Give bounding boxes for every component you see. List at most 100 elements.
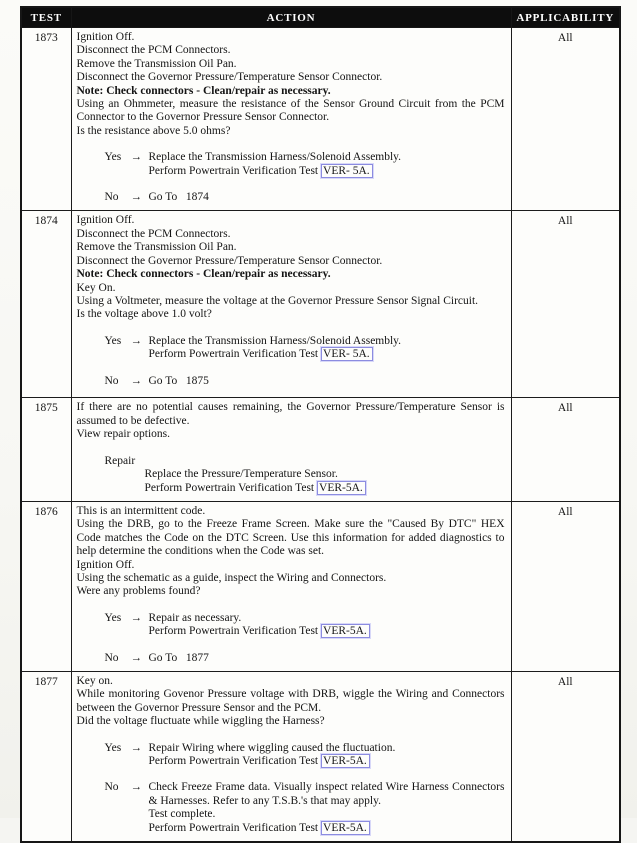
action-text: Replace the Pressure/Temperature Sensor. xyxy=(145,468,505,481)
text-segment: If there are no potential causes remaini… xyxy=(76,401,508,427)
text-segment: Go To 1875 xyxy=(148,374,209,387)
test-number-cell: 1873 xyxy=(20,26,72,212)
action-cell: Ignition Off. Disconnect the PCM Connecto… xyxy=(70,26,512,212)
table-row: 1877 Key on. While monitoring Govenor Pres… xyxy=(20,670,621,843)
ver-5a-link[interactable]: VER-5A. xyxy=(321,624,370,639)
table-row: 1876 This is an intermittent code. Using t… xyxy=(20,500,621,672)
action-text: Remove the Transmission Oil Pan. xyxy=(77,241,505,254)
action-text: Using a Voltmeter, measure the voltage a… xyxy=(77,295,505,308)
action-text: If there are no potential causes remaini… xyxy=(77,401,505,428)
text-segment: Perform Powertrain Verification Test xyxy=(148,348,322,361)
text-segment: Disconnect the PCM Connectors. xyxy=(76,227,231,240)
ver-5a-link[interactable]: VER- 5A. xyxy=(321,347,373,362)
action-text: Were any problems found? xyxy=(77,585,505,598)
text-segment: Were any problems found? xyxy=(76,585,201,598)
table-row: 1874 Ignition Off. Disconnect the PCM Conn… xyxy=(20,210,621,399)
table-row: 1873 Ignition Off. Disconnect the PCM Conn… xyxy=(20,26,621,212)
arrow-icon: → xyxy=(130,611,143,624)
decision-content: Check Freeze Frame data. Visually inspec… xyxy=(149,781,505,835)
action-cell: Ignition Off. Disconnect the PCM Connecto… xyxy=(70,210,512,399)
arrow-icon: → xyxy=(130,651,143,664)
text-segment: Is the resistance above 5.0 ohms? xyxy=(76,124,231,137)
decision-line: Perform Powertrain Verification Test VER… xyxy=(148,820,505,835)
note-text: Note: Check connectors - Clean/repair as… xyxy=(77,85,505,98)
text-segment: Perform Powertrain Verification Test xyxy=(148,755,322,767)
decision-line: Test complete. xyxy=(149,808,505,821)
text-segment: Check Freeze Frame data. Visually inspec… xyxy=(148,781,508,807)
text-segment: Replace the Transmission Harness/Solenoi… xyxy=(148,151,402,164)
text-segment: Using an Ohmmeter, measure the resistanc… xyxy=(76,98,508,124)
text-segment: Using a Voltmeter, measure the voltage a… xyxy=(76,294,479,307)
text-segment: Using the DRB, go to the Freeze Frame Sc… xyxy=(76,518,508,558)
text-segment: Remove the Transmission Oil Pan. xyxy=(76,241,237,254)
decision-label: No xyxy=(104,651,119,664)
text-segment: While monitoring Govenor Pressure voltag… xyxy=(76,688,508,714)
text-segment: Perform Powertrain Verification Test xyxy=(148,625,322,638)
table-header: TEST ACTION APPLICABILITY xyxy=(20,6,621,28)
ver-5a-link[interactable]: VER- 5A. xyxy=(321,163,373,178)
text-segment: Go To 1874 xyxy=(148,191,209,204)
text-segment: Ignition Off. xyxy=(76,558,135,571)
text-segment: Disconnect the Governor Pressure/Tempera… xyxy=(76,71,383,84)
ver-5a-link[interactable]: VER-5A. xyxy=(321,820,370,835)
text-segment: Did the voltage fluctuate while wiggling… xyxy=(76,715,325,728)
decision-label: No xyxy=(104,191,119,204)
decision-label: Yes xyxy=(104,334,122,347)
action-text: This is an intermittent code. xyxy=(77,505,505,518)
decision-line: Repair as necessary. xyxy=(149,612,505,625)
decision-label: No xyxy=(104,374,119,387)
test-number-cell: 1877 xyxy=(20,670,72,843)
decision-block-yes: Yes → Replace the Transmission Harness/Sol… xyxy=(77,151,505,178)
decision-content: Repair as necessary. Perform Powertrain V… xyxy=(149,612,505,639)
applicability-cell: All xyxy=(510,397,621,502)
decision-line: Replace the Transmission Harness/Solenoi… xyxy=(149,151,505,164)
text-segment: Ignition Off. xyxy=(76,214,135,227)
decision-line: Perform Powertrain Verification Test VER… xyxy=(149,163,505,178)
action-text: Ignition Off. xyxy=(77,214,505,227)
text-segment: Using the schematic as a guide, inspect … xyxy=(76,571,387,584)
applicability-cell: All xyxy=(510,210,621,399)
action-text: Ignition Off. xyxy=(77,31,505,44)
text-segment: Replace the Transmission Harness/Solenoi… xyxy=(148,334,402,347)
arrow-icon: → xyxy=(130,191,143,204)
action-text: While monitoring Govenor Pressure voltag… xyxy=(77,688,505,715)
text-segment: This is an intermittent code. xyxy=(76,504,206,517)
text-segment: Note: Check connectors - Clean/repair as… xyxy=(76,84,331,97)
decision-line: Perform Powertrain Verification Test VER… xyxy=(148,754,505,768)
decision-line: Perform Powertrain Verification Test VER… xyxy=(148,624,505,639)
text-segment: Remove the Transmission Oil Pan. xyxy=(76,57,237,70)
header-row: TEST ACTION APPLICABILITY xyxy=(20,6,621,28)
decision-content: Replace the Transmission Harness/Solenoi… xyxy=(149,151,505,178)
decision-block-no: No → Go To 1874 xyxy=(77,191,505,204)
action-text: Disconnect the Governor Pressure/Tempera… xyxy=(77,255,505,268)
diagnostic-test-table: TEST ACTION APPLICABILITY 1873 Ignition O… xyxy=(20,6,621,843)
arrow-icon: → xyxy=(130,334,143,347)
text-segment: Test complete. xyxy=(148,808,216,821)
action-text: Disconnect the Governor Pressure/Tempera… xyxy=(77,71,505,84)
decision-content: Go To 1874 xyxy=(149,191,505,204)
action-text: Disconnect the PCM Connectors. xyxy=(77,44,505,57)
decision-block-no: No → Check Freeze Frame data. Visually ins… xyxy=(77,781,505,835)
column-header-applicability: APPLICABILITY xyxy=(510,6,621,28)
text-segment: Perform Powertrain Verification Test xyxy=(148,821,322,834)
decision-label: Yes xyxy=(104,611,122,624)
text-segment: Perform Powertrain Verification Test xyxy=(144,481,318,494)
decision-block-yes: Yes → Replace the Transmission Harness/Sol… xyxy=(77,335,505,362)
decision-line: Go To 1877 xyxy=(149,652,505,665)
arrow-icon: → xyxy=(130,741,143,754)
decision-label: No xyxy=(104,781,119,794)
text-segment: Key On. xyxy=(76,281,116,294)
ver-5a-link[interactable]: VER-5A. xyxy=(317,480,366,495)
arrow-icon: → xyxy=(130,374,143,387)
table-body: 1873 Ignition Off. Disconnect the PCM Conn… xyxy=(20,26,621,843)
decision-content: Repair Wiring where wiggling caused the … xyxy=(149,742,505,769)
ver-5a-link[interactable]: VER-5A. xyxy=(321,754,370,768)
arrow-icon: → xyxy=(130,151,143,164)
action-text: Disconnect the PCM Connectors. xyxy=(77,228,505,241)
action-text: Did the voltage fluctuate while wiggling… xyxy=(77,715,505,728)
action-text: Is the resistance above 5.0 ohms? xyxy=(77,125,505,138)
applicability-cell: All xyxy=(510,26,621,212)
action-text: Ignition Off. xyxy=(77,559,505,572)
text-segment: Replace the Pressure/Temperature Sensor. xyxy=(144,468,338,481)
